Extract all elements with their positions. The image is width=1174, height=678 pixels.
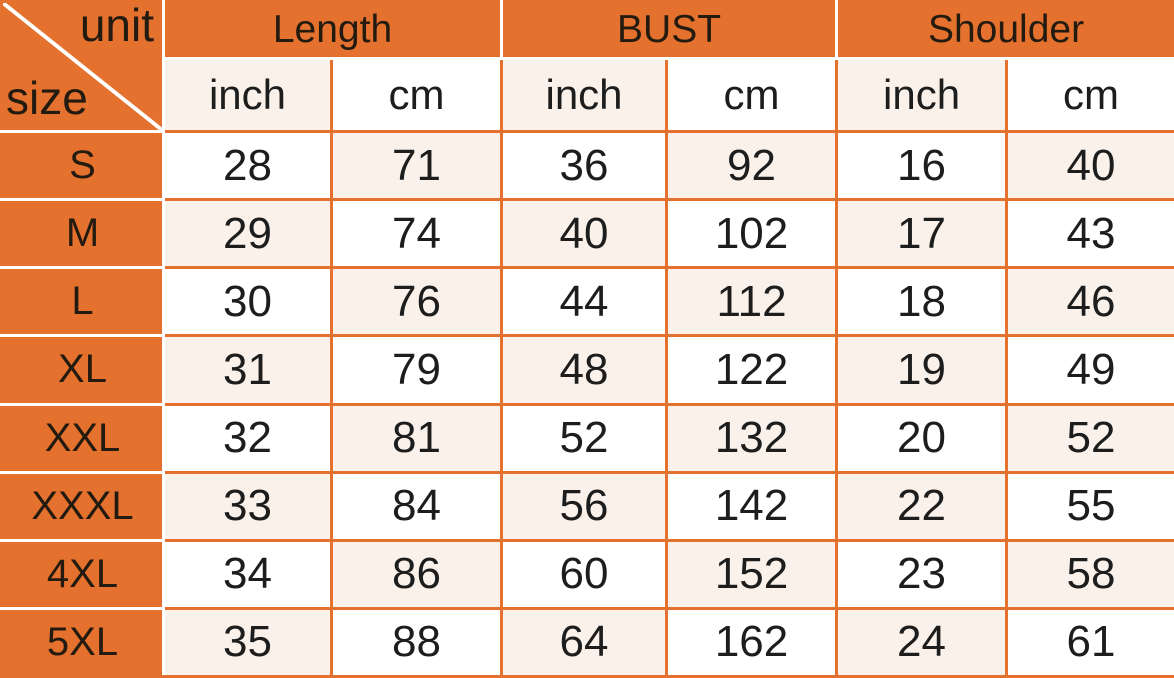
size-label: 4XL — [0, 538, 165, 610]
value-cell: 71 — [329, 129, 504, 202]
value-cell: 88 — [329, 606, 504, 678]
value-cell: 30 — [162, 266, 333, 338]
value-cell: 55 — [1005, 470, 1174, 542]
corner-label-unit: unit — [79, 0, 154, 51]
size-label: M — [0, 198, 165, 270]
unit-header-bust-cm: cm — [665, 57, 839, 133]
value-cell: 31 — [162, 334, 333, 406]
value-cell: 28 — [162, 129, 333, 202]
value-cell: 52 — [500, 402, 669, 474]
value-cell: 132 — [665, 402, 839, 474]
value-cell: 33 — [162, 470, 333, 542]
value-cell: 46 — [1005, 266, 1174, 338]
value-cell: 36 — [500, 129, 669, 202]
unit-header-bust-inch: inch — [500, 57, 669, 133]
value-cell: 81 — [329, 402, 504, 474]
value-cell: 24 — [835, 606, 1009, 678]
unit-header-length-inch: inch — [162, 57, 333, 133]
value-cell: 48 — [500, 334, 669, 406]
value-cell: 74 — [329, 198, 504, 270]
table-row-4xl: 4XL 34 86 60 152 23 58 — [0, 538, 1174, 610]
unit-header-length-cm: cm — [329, 57, 504, 133]
value-cell: 52 — [1005, 402, 1174, 474]
table-row-s: S 28 71 36 92 16 40 — [0, 129, 1174, 202]
value-cell: 40 — [500, 198, 669, 270]
value-cell: 44 — [500, 266, 669, 338]
value-cell: 43 — [1005, 198, 1174, 270]
size-label: XXXL — [0, 470, 165, 542]
value-cell: 56 — [500, 470, 669, 542]
value-cell: 76 — [329, 266, 504, 338]
unit-header-shoulder-inch: inch — [835, 57, 1009, 133]
size-label: S — [0, 129, 165, 202]
value-cell: 22 — [835, 470, 1009, 542]
corner-cell: unit size — [0, 0, 165, 133]
value-cell: 84 — [329, 470, 504, 542]
value-cell: 29 — [162, 198, 333, 270]
value-cell: 17 — [835, 198, 1009, 270]
table-row-xxxl: XXXL 33 84 56 142 22 55 — [0, 470, 1174, 542]
value-cell: 16 — [835, 129, 1009, 202]
table-row-l: L 30 76 44 112 18 46 — [0, 266, 1174, 338]
size-label: XXL — [0, 402, 165, 474]
value-cell: 23 — [835, 538, 1009, 610]
table-row-xxl: XXL 32 81 52 132 20 52 — [0, 402, 1174, 474]
value-cell: 61 — [1005, 606, 1174, 678]
value-cell: 35 — [162, 606, 333, 678]
value-cell: 112 — [665, 266, 839, 338]
value-cell: 86 — [329, 538, 504, 610]
value-cell: 64 — [500, 606, 669, 678]
value-cell: 122 — [665, 334, 839, 406]
value-cell: 34 — [162, 538, 333, 610]
value-cell: 49 — [1005, 334, 1174, 406]
value-cell: 152 — [665, 538, 839, 610]
value-cell: 60 — [500, 538, 669, 610]
value-cell: 162 — [665, 606, 839, 678]
table-row-xl: XL 31 79 48 122 19 49 — [0, 334, 1174, 406]
size-label: 5XL — [0, 606, 165, 678]
value-cell: 92 — [665, 129, 839, 202]
value-cell: 40 — [1005, 129, 1174, 202]
value-cell: 58 — [1005, 538, 1174, 610]
value-cell: 32 — [162, 402, 333, 474]
table-row-5xl: 5XL 35 88 64 162 24 61 — [0, 606, 1174, 678]
table-row-m: M 29 74 40 102 17 43 — [0, 198, 1174, 270]
group-header-row: unit size Length BUST Shoulder — [0, 0, 1174, 133]
diagonal-divider-line — [3, 3, 162, 130]
group-header-shoulder: Shoulder — [835, 0, 1174, 60]
size-label: XL — [0, 334, 165, 406]
value-cell: 142 — [665, 470, 839, 542]
value-cell: 79 — [329, 334, 504, 406]
unit-header-row: inch cm inch cm inch cm — [2, 57, 1174, 133]
size-label: L — [0, 266, 165, 338]
group-header-length: Length — [161, 0, 504, 60]
value-cell: 18 — [835, 266, 1009, 338]
corner-label-size: size — [6, 72, 88, 125]
unit-header-shoulder-cm: cm — [1005, 57, 1174, 133]
value-cell: 102 — [665, 198, 839, 270]
group-header-bust: BUST — [500, 0, 839, 60]
value-cell: 19 — [835, 334, 1009, 406]
value-cell: 20 — [835, 402, 1009, 474]
